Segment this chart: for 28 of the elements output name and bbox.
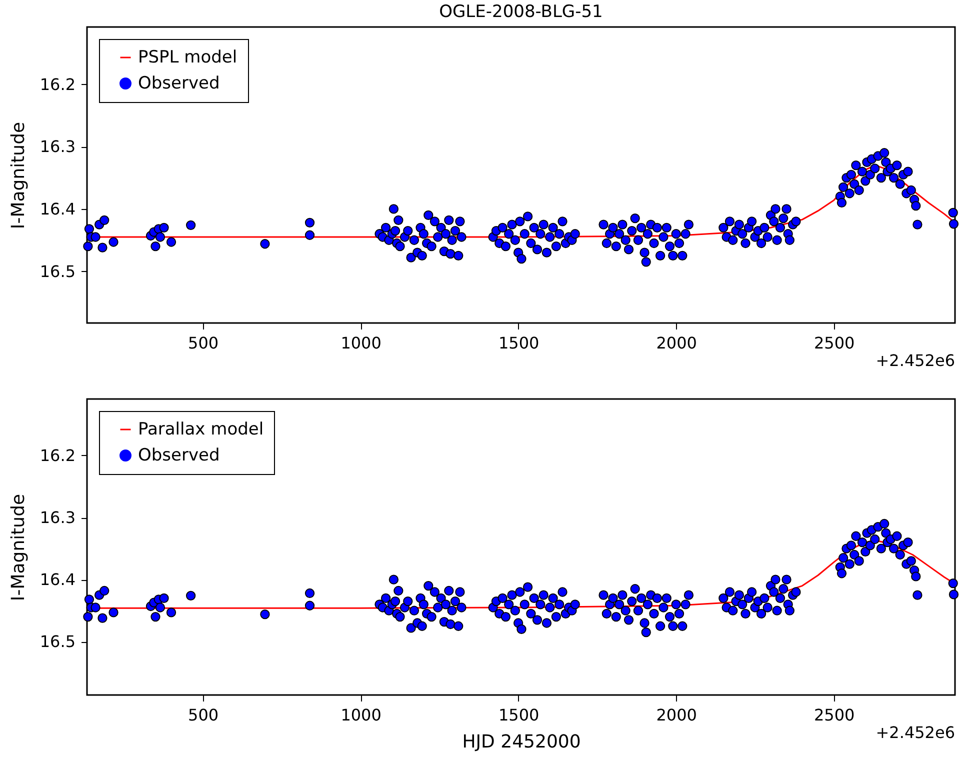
x-tick-label: 500: [188, 706, 219, 724]
x-tick-label: 1000: [340, 334, 382, 352]
x-tick-label: 1500: [498, 334, 540, 352]
y-tick-label: 16.3: [40, 137, 76, 156]
x-tick-label: 1000: [340, 706, 382, 724]
y-tick-label: 16.4: [40, 570, 76, 590]
legend-label: PSPL model: [138, 48, 238, 68]
y-tick-label: 16.3: [40, 508, 76, 528]
x-tick-label: 2500: [814, 334, 855, 352]
y-axis-title: I-Magnitude: [8, 494, 29, 602]
x-axis-title: HJD 2452000: [462, 732, 581, 752]
y-tick-label: 16.5: [40, 262, 76, 281]
y-axis-title: I-Magnitude: [8, 122, 29, 230]
x-tick-label: 2000: [656, 706, 697, 724]
y-tick-label: 16.5: [40, 632, 76, 652]
legend-label: Observed: [138, 446, 220, 466]
legend-label: Observed: [138, 74, 220, 94]
text: +2.452e6: [876, 723, 955, 742]
y-tick-label: 16.2: [40, 446, 76, 465]
x-tick-label: 1500: [498, 706, 540, 724]
x-tick-label: 2000: [656, 334, 697, 352]
y-tick-label: 16.2: [40, 74, 76, 94]
chart-title: OGLE-2008-BLG-51: [439, 2, 603, 22]
text: +2.452e6: [876, 351, 955, 370]
x-tick-label: 500: [188, 334, 219, 352]
x-tick-label: 2500: [814, 706, 855, 724]
y-tick-label: 16.4: [40, 199, 76, 218]
legend-label: Parallax model: [138, 420, 264, 440]
